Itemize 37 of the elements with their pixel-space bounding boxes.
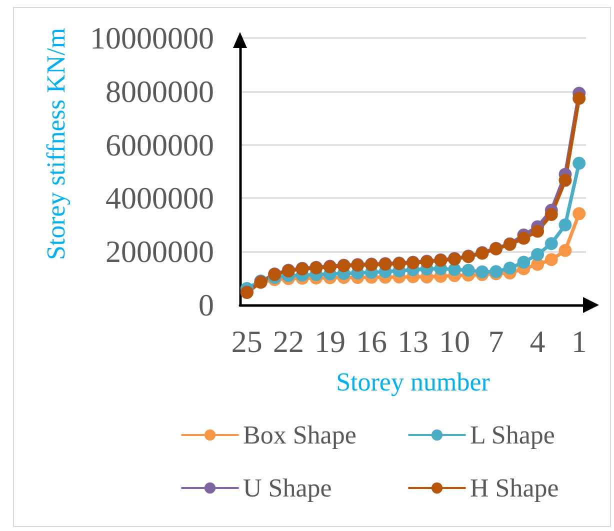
y-tick-label: 0 bbox=[198, 288, 214, 322]
point bbox=[544, 253, 558, 266]
y-tick-label: 10000000 bbox=[90, 20, 214, 56]
point bbox=[531, 248, 544, 262]
point bbox=[544, 237, 558, 250]
x-tick-label: 1 bbox=[571, 324, 587, 359]
x-tick-label: 13 bbox=[398, 324, 428, 359]
y-axis-title: Storey stiffness KN/m bbox=[42, 28, 70, 260]
point bbox=[572, 207, 586, 220]
x-tick-label: 22 bbox=[272, 324, 304, 359]
point bbox=[517, 232, 530, 245]
x-tick-label: 19 bbox=[314, 324, 346, 359]
x-tick-label: 4 bbox=[530, 324, 546, 359]
x-tick-label: 25 bbox=[231, 324, 262, 359]
point bbox=[476, 265, 489, 278]
legend-label: L Shape bbox=[470, 420, 555, 450]
x-tick-label: 16 bbox=[356, 324, 387, 359]
y-tick-label: 2000000 bbox=[106, 234, 214, 270]
point bbox=[558, 244, 572, 258]
legend-label: U Shape bbox=[243, 474, 332, 502]
legend-label: Box Shape bbox=[243, 420, 356, 450]
y-tick-label: 4000000 bbox=[106, 180, 214, 216]
point bbox=[558, 218, 572, 232]
point bbox=[558, 174, 572, 187]
point bbox=[517, 256, 530, 269]
legend-label: H Shape bbox=[470, 474, 559, 502]
y-tick-label: 6000000 bbox=[106, 127, 214, 162]
point bbox=[462, 264, 475, 277]
x-axis-title: Storey number bbox=[336, 368, 490, 396]
point bbox=[544, 208, 558, 221]
y-tick-label: 8000000 bbox=[106, 74, 214, 109]
x-tick-label: 10 bbox=[439, 324, 470, 359]
point bbox=[531, 224, 544, 238]
x-tick-label: 7 bbox=[488, 324, 504, 359]
point bbox=[572, 92, 586, 105]
point bbox=[572, 156, 586, 170]
point bbox=[503, 262, 516, 275]
